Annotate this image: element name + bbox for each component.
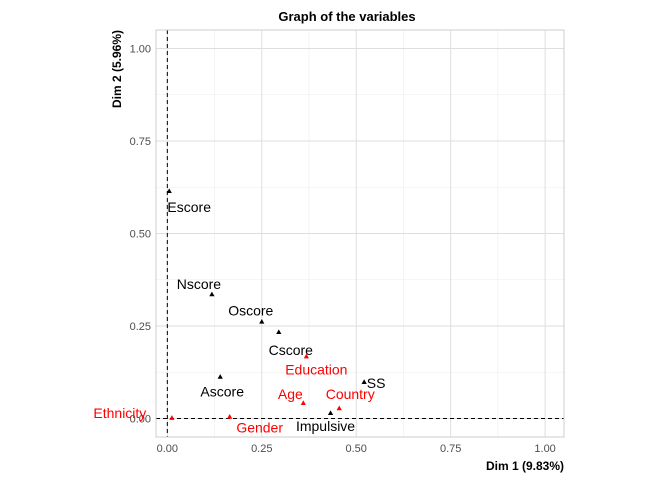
data-point-marker	[336, 405, 342, 411]
data-point-label: Escore	[167, 199, 211, 215]
y-tick-label: 0.00	[130, 414, 151, 426]
data-point-label: SS	[367, 375, 386, 391]
data-point-marker	[209, 291, 215, 297]
data-point-label: Education	[285, 361, 347, 377]
data-point-label: Country	[326, 386, 375, 402]
x-tick-label: 0.75	[440, 443, 461, 455]
x-tick-label: 0.00	[157, 443, 178, 455]
x-tick-label: 0.50	[346, 443, 367, 455]
y-tick-label: 0.25	[130, 321, 151, 333]
data-point-marker	[259, 318, 265, 324]
y-tick-label: 1.00	[130, 44, 151, 56]
data-point-marker	[303, 353, 309, 359]
y-tick-label: 0.50	[130, 229, 151, 241]
data-point-marker	[227, 414, 233, 419]
data-points: Escore Nscore Oscore Cscore Ascore SS Impulsiv…	[93, 188, 386, 436]
data-point-label: Nscore	[177, 276, 222, 292]
data-point-marker	[276, 329, 282, 334]
chart-title: Graph of the variables	[278, 9, 415, 24]
data-point-marker	[327, 410, 334, 416]
plot-panel-border	[155, 29, 565, 438]
data-point-label: Oscore	[228, 303, 273, 319]
x-tick-label: 0.25	[251, 443, 272, 455]
axis-tick-labels: 0.00 0.25 0.50 0.75 1.00 0.00 0.25 0.50 0.75 1.00	[130, 44, 556, 456]
x-axis-title: Dim 1 (9.83%)	[486, 459, 564, 473]
data-point-label: Ascore	[200, 384, 244, 400]
data-point-label: Gender	[236, 420, 283, 436]
data-point-marker	[166, 188, 172, 194]
data-point-marker	[300, 400, 306, 406]
y-axis-title: Dim 2 (5.96%)	[110, 30, 124, 108]
data-point-label: Cscore	[269, 342, 314, 358]
y-tick-label: 0.75	[130, 136, 151, 148]
data-point-marker	[361, 379, 367, 384]
data-point-label: Impulsive	[296, 418, 355, 434]
data-point-marker	[169, 415, 175, 420]
data-point-marker	[217, 374, 223, 379]
reference-lines	[156, 30, 564, 437]
x-tick-label: 1.00	[534, 443, 555, 455]
data-point-label: Ethnicity	[93, 405, 146, 421]
data-point-label: Age	[278, 386, 303, 402]
